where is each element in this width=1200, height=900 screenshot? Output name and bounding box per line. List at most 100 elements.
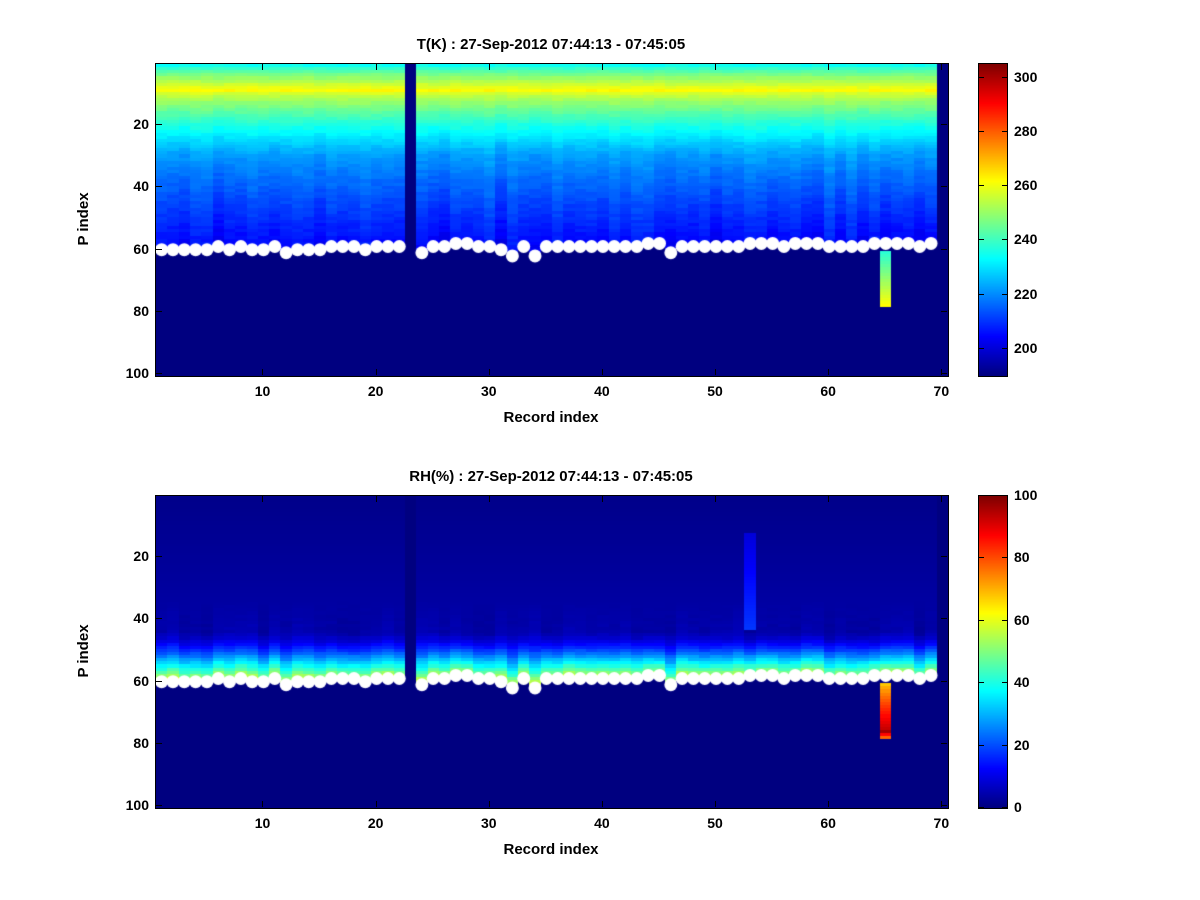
x-tick-label: 60 [820, 815, 836, 831]
colorbar-tick-mark [1002, 744, 1007, 746]
x-tick-mark [828, 496, 830, 502]
panel-humidity-axes [155, 495, 949, 809]
colorbar-tick-mark [979, 495, 984, 496]
colorbar-tick-mark [979, 130, 984, 132]
x-tick-mark [375, 64, 377, 70]
x-tick-label: 50 [707, 815, 723, 831]
y-tick-mark [156, 373, 162, 375]
colorbar-tick-label: 40 [1014, 674, 1030, 691]
x-tick-mark [375, 496, 377, 502]
y-tick-label: 80 [133, 735, 149, 752]
x-tick-label: 40 [594, 383, 610, 399]
y-tick-mark [156, 123, 162, 125]
x-tick-mark [262, 64, 264, 70]
humidity-colorbar-canvas [979, 496, 1007, 808]
x-tick-mark [828, 64, 830, 70]
x-tick-mark [715, 496, 717, 502]
x-tick-mark [715, 801, 717, 807]
colorbar-tick-mark [979, 807, 984, 808]
colorbar-tick-mark [1002, 239, 1007, 241]
y-tick-mark [156, 186, 162, 188]
x-tick-mark [488, 801, 490, 807]
y-tick-label: 40 [133, 610, 149, 627]
panel-humidity-title: RH(%) : 27-Sep-2012 07:44:13 - 07:45:05 [409, 468, 693, 485]
y-tick-mark [941, 311, 947, 313]
x-tick-mark [715, 369, 717, 375]
x-tick-mark [262, 496, 264, 502]
panel-humidity-ylabel: P index [75, 624, 92, 678]
colorbar-tick-mark [979, 347, 984, 349]
x-tick-mark [941, 801, 943, 807]
x-tick-mark [488, 496, 490, 502]
x-tick-mark [601, 64, 603, 70]
colorbar-tick-label: 0 [1014, 799, 1022, 815]
x-tick-label: 20 [367, 815, 384, 831]
x-tick-mark [941, 64, 943, 70]
panel-temperature-title: T(K) : 27-Sep-2012 07:44:13 - 07:45:05 [416, 36, 686, 53]
y-tick-mark [156, 618, 162, 620]
colorbar-tick-mark [1002, 682, 1007, 684]
x-tick-mark [262, 369, 264, 375]
humidity-heatmap-canvas [156, 496, 948, 808]
colorbar-tick-mark [1002, 807, 1007, 808]
y-tick-mark [941, 248, 947, 250]
y-tick-label: 60 [133, 672, 149, 689]
temperature-heatmap-canvas [156, 64, 948, 376]
panel-temperature-ylabel: P index [75, 192, 92, 246]
y-tick-mark [156, 743, 162, 745]
y-tick-mark [156, 248, 162, 250]
y-tick-mark [156, 805, 162, 807]
colorbar-tick-label: 260 [1014, 177, 1038, 194]
y-tick-label: 20 [133, 115, 149, 132]
y-tick-mark [156, 555, 162, 557]
colorbar-tick-mark [979, 185, 984, 187]
x-tick-mark [941, 369, 943, 375]
x-tick-mark [828, 369, 830, 375]
y-tick-label: 60 [133, 240, 149, 257]
colorbar-tick-mark [1002, 619, 1007, 621]
x-tick-mark [375, 369, 377, 375]
y-tick-mark [941, 618, 947, 620]
temperature-colorbar-canvas [979, 64, 1007, 376]
colorbar-tick-label: 240 [1014, 231, 1038, 248]
y-tick-label: 100 [125, 797, 149, 814]
colorbar-tick-mark [979, 682, 984, 684]
y-tick-mark [941, 373, 947, 375]
colorbar-tick-label: 20 [1014, 736, 1030, 753]
y-tick-label: 40 [133, 178, 149, 195]
colorbar-tick-label: 200 [1014, 339, 1038, 356]
y-tick-mark [941, 805, 947, 807]
panel-humidity-colorbar [978, 495, 1008, 809]
colorbar-tick-mark [979, 239, 984, 241]
colorbar-tick-label: 80 [1014, 549, 1030, 566]
y-tick-mark [941, 186, 947, 188]
colorbar-tick-mark [979, 293, 984, 295]
y-tick-mark [941, 743, 947, 745]
y-tick-label: 80 [133, 303, 149, 320]
x-tick-label: 70 [933, 815, 950, 831]
x-tick-mark [941, 496, 943, 502]
colorbar-tick-mark [1002, 347, 1007, 349]
panel-temperature-xlabel: Record index [503, 409, 599, 426]
x-tick-label: 10 [254, 383, 271, 399]
y-tick-mark [941, 123, 947, 125]
y-tick-mark [941, 680, 947, 682]
y-tick-mark [156, 680, 162, 682]
x-tick-label: 30 [480, 815, 497, 831]
panel-humidity-xlabel: Record index [503, 841, 599, 858]
colorbar-tick-label: 220 [1014, 285, 1038, 302]
y-tick-mark [156, 311, 162, 313]
colorbar-tick-mark [979, 619, 984, 621]
y-tick-label: 100 [125, 365, 149, 382]
colorbar-tick-label: 60 [1014, 611, 1030, 628]
colorbar-tick-mark [1002, 495, 1007, 496]
colorbar-tick-mark [979, 76, 984, 78]
x-tick-mark [262, 801, 264, 807]
colorbar-tick-label: 300 [1014, 68, 1038, 85]
x-tick-mark [715, 64, 717, 70]
colorbar-tick-mark [979, 557, 984, 559]
colorbar-tick-mark [1002, 557, 1007, 559]
colorbar-tick-mark [979, 744, 984, 746]
x-tick-label: 30 [480, 383, 497, 399]
